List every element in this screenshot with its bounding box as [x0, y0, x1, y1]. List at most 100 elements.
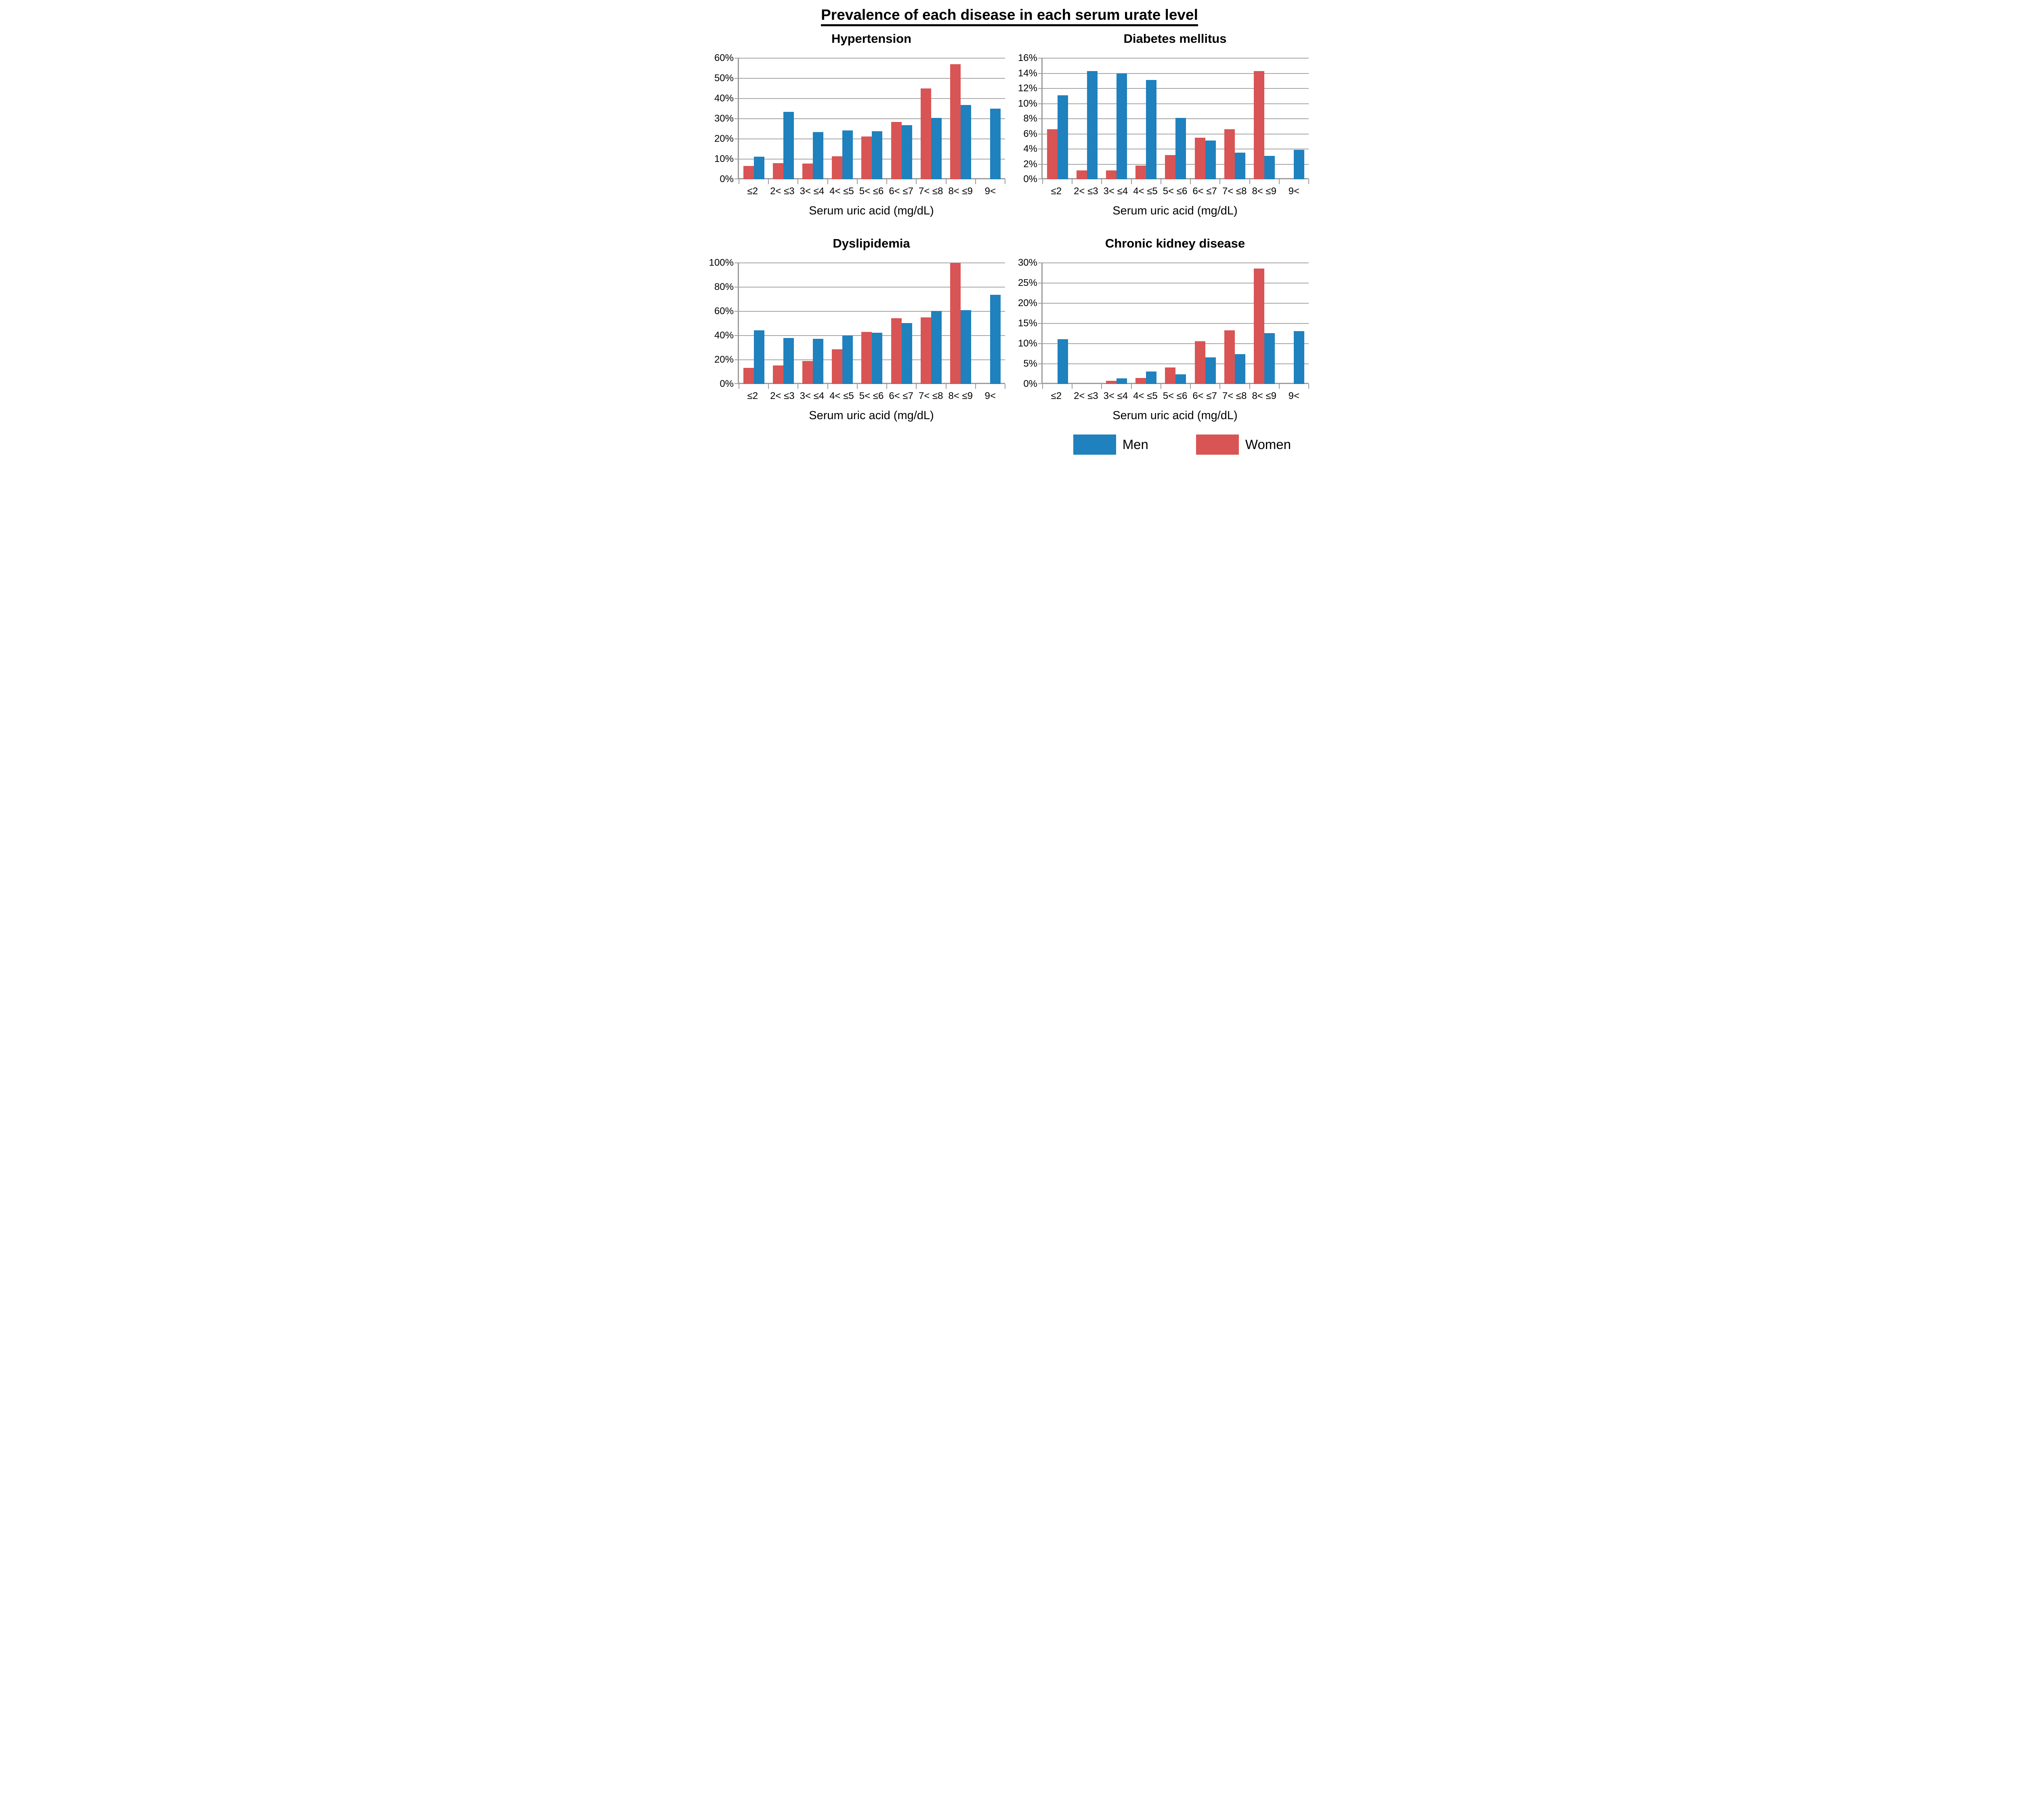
x-tick-label: 5< ≤6 — [859, 390, 884, 401]
gridline — [1043, 303, 1309, 304]
x-axis-tick — [1131, 384, 1132, 389]
y-tick-label: 12% — [1018, 83, 1037, 94]
chart-body: 0% 10% 20% 30% 40% 50% 60% — [712, 52, 1005, 185]
x-tick-label: ≤2 — [747, 390, 758, 401]
y-axis-tick — [735, 159, 739, 160]
y-axis-tick — [735, 383, 739, 384]
bar-men-7< ≤8 — [1234, 354, 1245, 384]
x-axis-tick — [975, 384, 976, 389]
bar-women-3< ≤4 — [1106, 381, 1117, 384]
bar-group — [739, 58, 768, 179]
bar-men-5< ≤6 — [1175, 118, 1186, 179]
bar-women-6< ≤7 — [891, 122, 902, 179]
bar-men-7< ≤8 — [931, 311, 942, 384]
y-tick-label: 100% — [709, 257, 734, 268]
x-axis-tick — [768, 384, 769, 389]
x-tick-label: 8< ≤9 — [948, 186, 973, 197]
bar-women-≤2 — [743, 367, 754, 384]
bar-group — [739, 263, 768, 384]
bar-men-8< ≤9 — [961, 310, 972, 384]
y-tick-label: 0% — [1023, 378, 1037, 389]
chart-panel-diabetes-mellitus: Diabetes mellitus 0% 2% 4% 6% 8% 10% 12% 14% 16%… — [1012, 31, 1310, 218]
bar-group — [887, 263, 916, 384]
y-tick-label: 30% — [714, 113, 734, 124]
x-tick-label: 8< ≤9 — [1252, 390, 1276, 401]
x-axis-tick — [1249, 384, 1250, 389]
bar-women-5< ≤6 — [861, 332, 872, 384]
y-axis-tick — [735, 118, 739, 119]
gridline — [739, 287, 1005, 288]
x-tick-label: 9< — [984, 186, 996, 197]
gridline — [739, 98, 1005, 99]
bar-group — [857, 58, 887, 179]
chart-title: Chronic kidney disease — [1105, 236, 1245, 250]
bar-men-4< ≤5 — [1146, 372, 1157, 384]
y-tick-label: 6% — [1023, 128, 1037, 139]
x-axis-tick — [1219, 179, 1221, 184]
bar-group — [1161, 58, 1190, 179]
bar-group — [1250, 58, 1279, 179]
bar-women-7< ≤8 — [1224, 129, 1235, 179]
bar-men-6< ≤7 — [1205, 141, 1216, 179]
bar-women-8< ≤9 — [1254, 269, 1265, 384]
bar-men-7< ≤8 — [1234, 153, 1245, 179]
bar-group — [1043, 263, 1072, 384]
y-tick-label: 0% — [720, 174, 734, 185]
y-axis-tick — [735, 311, 739, 312]
bar-men-4< ≤5 — [842, 336, 853, 384]
y-tick-label: 8% — [1023, 113, 1037, 124]
bar-women-6< ≤7 — [891, 318, 902, 384]
x-axis-tick — [1101, 384, 1102, 389]
y-tick-label: 0% — [1023, 174, 1037, 185]
x-tick-label: ≤2 — [747, 186, 758, 197]
chart-body: 0% 5% 10% 15% 20% 25% 30% — [1016, 257, 1309, 389]
gridline — [739, 262, 1005, 263]
y-tick-label: 10% — [714, 153, 734, 164]
x-axis-tick — [1190, 384, 1191, 389]
x-tick-label: 8< ≤9 — [948, 390, 973, 401]
chart-panel-dyslipidemia: Dyslipidemia 0% 20% 40% 60% 80% 100% ≤2 2< ≤3 3… — [709, 236, 1007, 422]
x-tick-label: 2< ≤3 — [770, 186, 795, 197]
y-tick-label: 16% — [1018, 52, 1037, 63]
y-axis-tick — [1038, 363, 1043, 364]
bar-group — [1279, 263, 1309, 384]
bars-layer — [1043, 58, 1309, 179]
y-axis-tick — [1038, 178, 1043, 179]
x-tick-label: 7< ≤8 — [1222, 390, 1247, 401]
y-axis-tick — [1038, 323, 1043, 324]
y-tick-label: 10% — [1018, 98, 1037, 109]
bar-men-8< ≤9 — [1264, 333, 1275, 384]
bar-men-3< ≤4 — [1117, 73, 1127, 179]
bar-group — [946, 263, 976, 384]
gridline — [1043, 88, 1309, 89]
bar-women-3< ≤4 — [1106, 170, 1117, 179]
y-tick-label: 50% — [714, 73, 734, 84]
bar-women-6< ≤7 — [1194, 341, 1205, 384]
bar-women-4< ≤5 — [1135, 378, 1146, 384]
bar-group — [1190, 58, 1220, 179]
bar-women-2< ≤3 — [1076, 170, 1087, 179]
x-tick-label: 4< ≤5 — [1133, 186, 1158, 197]
bar-men-5< ≤6 — [872, 131, 883, 179]
bar-women-7< ≤8 — [1224, 330, 1235, 384]
bar-women-7< ≤8 — [920, 317, 931, 384]
bar-group — [887, 58, 916, 179]
bar-men-4< ≤5 — [1146, 80, 1157, 179]
y-axis-tick — [1038, 164, 1043, 165]
x-tick-label: 9< — [1288, 186, 1299, 197]
bar-men-≤2 — [753, 330, 764, 384]
gridline — [1043, 323, 1309, 324]
x-tick-label: 6< ≤7 — [1192, 390, 1217, 401]
bar-group — [768, 58, 798, 179]
y-tick-label: 0% — [720, 378, 734, 389]
gridline — [1043, 58, 1309, 59]
x-axis-tick — [1308, 179, 1309, 184]
gridline — [739, 58, 1005, 59]
bar-men-9< — [990, 109, 1001, 179]
y-tick-label: 60% — [714, 52, 734, 63]
y-tick-label: 2% — [1023, 158, 1037, 170]
plot-area — [735, 262, 1005, 389]
bars-layer — [739, 263, 1005, 384]
bar-group — [798, 263, 827, 384]
x-axis-title: Serum uric acid (mg/dL) — [809, 409, 934, 422]
